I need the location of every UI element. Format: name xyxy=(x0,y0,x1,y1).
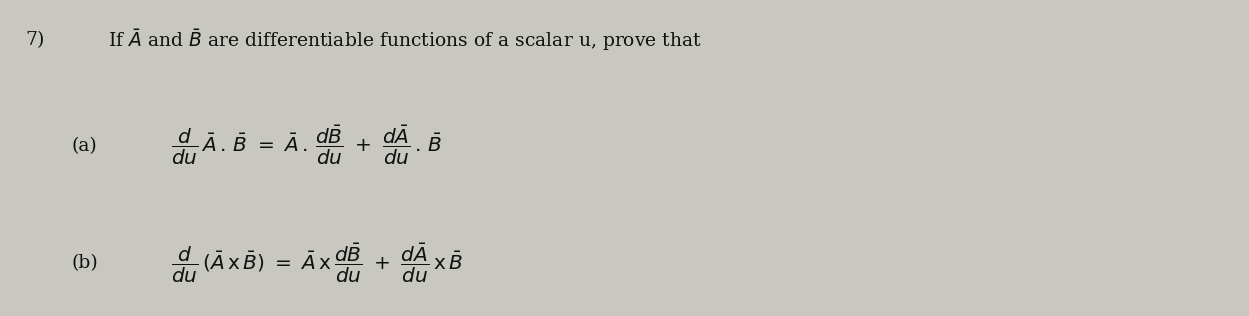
Text: (b): (b) xyxy=(71,255,97,273)
Text: (a): (a) xyxy=(71,137,97,155)
Text: $\dfrac{d}{du}\,(\bar{A}\,\mathrm{x}\,\bar{B})\ =\ \bar{A}\,\mathrm{x}\,\dfrac{d: $\dfrac{d}{du}\,(\bar{A}\,\mathrm{x}\,\b… xyxy=(171,242,462,285)
Text: If $\bar{A}$ and $\bar{B}$ are differentiable functions of a scalar u, prove tha: If $\bar{A}$ and $\bar{B}$ are different… xyxy=(109,27,702,53)
Text: $\dfrac{d}{du}\,\bar{A}\,.\,\bar{B}\ =\ \bar{A}\,.\,\dfrac{d\bar{B}}{du}\ +\ \df: $\dfrac{d}{du}\,\bar{A}\,.\,\bar{B}\ =\ … xyxy=(171,124,442,167)
Text: 7): 7) xyxy=(25,31,45,49)
